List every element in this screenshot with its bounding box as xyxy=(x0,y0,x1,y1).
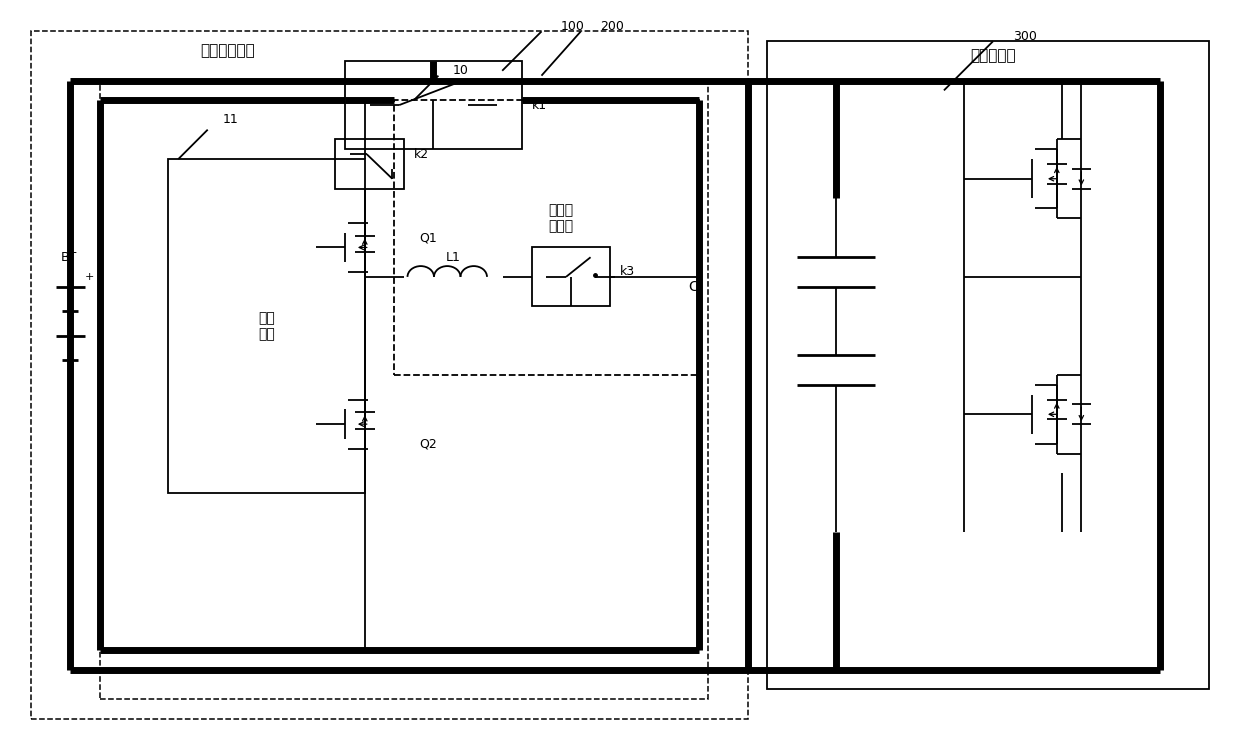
Bar xyxy=(31,32,748,719)
Text: 预充放
电模块: 预充放 电模块 xyxy=(548,203,574,233)
Text: k2: k2 xyxy=(414,148,429,161)
Bar xyxy=(768,42,1209,689)
Text: L1: L1 xyxy=(445,251,460,263)
Text: 100: 100 xyxy=(562,20,585,33)
Text: 电池管理系统: 电池管理系统 xyxy=(200,44,254,59)
Text: 11: 11 xyxy=(222,113,238,126)
Bar xyxy=(532,248,610,307)
Bar xyxy=(394,100,698,375)
Text: 200: 200 xyxy=(600,20,624,33)
Text: Q1: Q1 xyxy=(419,231,436,244)
Bar xyxy=(169,159,365,493)
Text: 10: 10 xyxy=(453,64,469,77)
Text: 控制
模块: 控制 模块 xyxy=(258,311,275,341)
Text: k1: k1 xyxy=(532,99,547,112)
Bar xyxy=(345,61,522,149)
Text: BT: BT xyxy=(61,251,77,263)
Text: C: C xyxy=(688,279,698,294)
Text: k3: k3 xyxy=(620,266,635,279)
Text: +: + xyxy=(86,272,94,282)
Text: 300: 300 xyxy=(1013,30,1037,43)
Bar xyxy=(335,140,404,189)
Text: Q2: Q2 xyxy=(419,437,436,450)
Text: 电机控制器: 电机控制器 xyxy=(970,48,1016,63)
Bar xyxy=(99,81,708,699)
